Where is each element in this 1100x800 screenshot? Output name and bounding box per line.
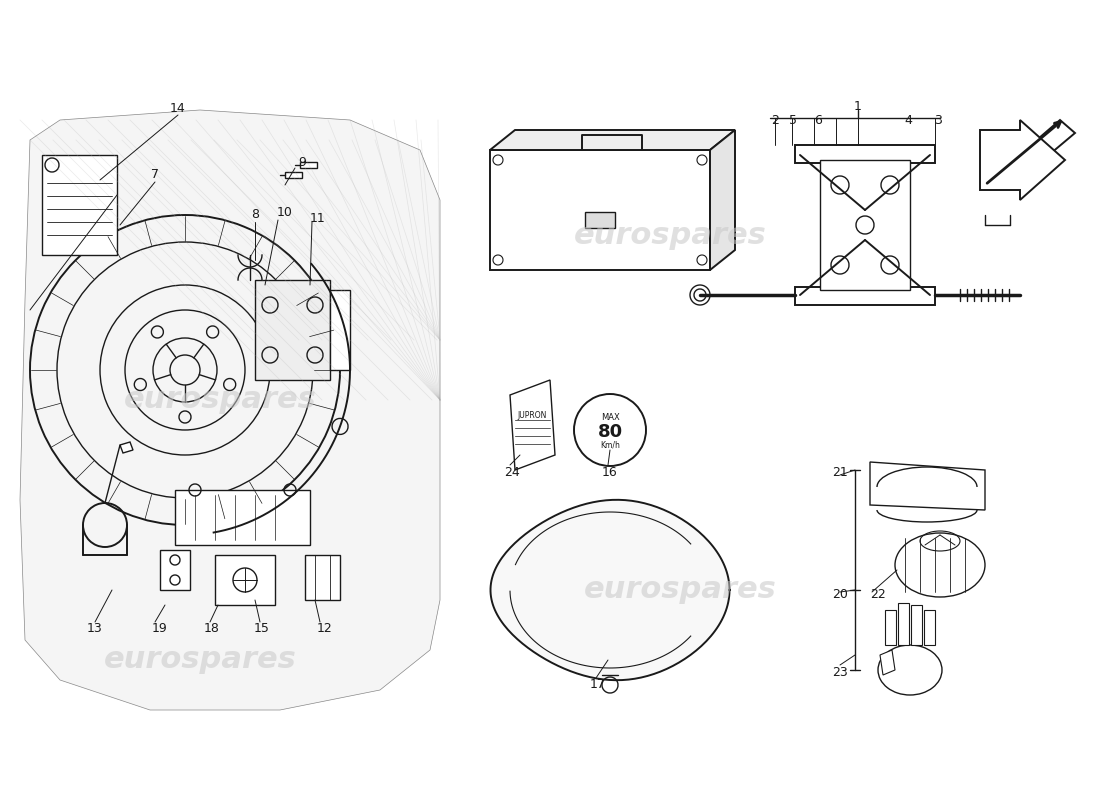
- Polygon shape: [880, 650, 895, 675]
- Text: 15: 15: [254, 622, 270, 634]
- Text: 1: 1: [854, 101, 862, 114]
- Polygon shape: [980, 120, 1065, 200]
- Text: 5: 5: [789, 114, 797, 126]
- Text: 24: 24: [504, 466, 520, 478]
- Polygon shape: [285, 172, 303, 178]
- Text: MAX: MAX: [601, 414, 619, 422]
- Polygon shape: [886, 610, 896, 645]
- Text: 6: 6: [814, 114, 822, 126]
- Polygon shape: [924, 610, 935, 645]
- Text: eurospares: eurospares: [123, 386, 317, 414]
- Text: 13: 13: [87, 622, 103, 634]
- Text: 11: 11: [310, 211, 326, 225]
- Polygon shape: [305, 555, 340, 600]
- Text: 3: 3: [934, 114, 942, 126]
- Text: 18: 18: [205, 622, 220, 634]
- Polygon shape: [330, 290, 350, 370]
- Polygon shape: [490, 150, 710, 270]
- Text: 12: 12: [317, 622, 333, 634]
- Text: JUPRON: JUPRON: [517, 410, 547, 419]
- Polygon shape: [160, 550, 190, 590]
- Polygon shape: [820, 160, 910, 290]
- Polygon shape: [300, 162, 317, 168]
- Polygon shape: [585, 212, 615, 228]
- Text: 2: 2: [771, 114, 779, 126]
- Text: eurospares: eurospares: [584, 575, 777, 605]
- Text: 14: 14: [170, 102, 186, 114]
- Polygon shape: [911, 605, 922, 645]
- Polygon shape: [214, 555, 275, 605]
- Text: 16: 16: [602, 466, 618, 478]
- Polygon shape: [870, 462, 984, 510]
- Text: 20: 20: [832, 589, 848, 602]
- Text: 22: 22: [870, 589, 886, 602]
- Text: 10: 10: [277, 206, 293, 219]
- Text: 19: 19: [152, 622, 168, 634]
- Polygon shape: [795, 287, 935, 305]
- Polygon shape: [710, 130, 735, 270]
- Polygon shape: [42, 155, 117, 255]
- Polygon shape: [490, 130, 735, 150]
- Polygon shape: [898, 603, 909, 645]
- Polygon shape: [255, 280, 330, 380]
- Text: eurospares: eurospares: [573, 221, 767, 250]
- Text: 9: 9: [298, 155, 306, 169]
- Text: 4: 4: [904, 114, 912, 126]
- Polygon shape: [491, 500, 729, 680]
- Text: eurospares: eurospares: [103, 646, 296, 674]
- Polygon shape: [795, 145, 935, 163]
- Polygon shape: [984, 120, 1075, 185]
- Polygon shape: [120, 442, 133, 453]
- Text: 23: 23: [832, 666, 848, 678]
- Polygon shape: [175, 490, 310, 545]
- Text: 80: 80: [597, 423, 623, 441]
- Text: Km/h: Km/h: [601, 441, 620, 450]
- Text: 7: 7: [151, 169, 160, 182]
- Polygon shape: [510, 380, 556, 470]
- Text: 21: 21: [832, 466, 848, 478]
- Text: 17: 17: [590, 678, 606, 691]
- Polygon shape: [20, 110, 440, 710]
- Text: 8: 8: [251, 209, 258, 222]
